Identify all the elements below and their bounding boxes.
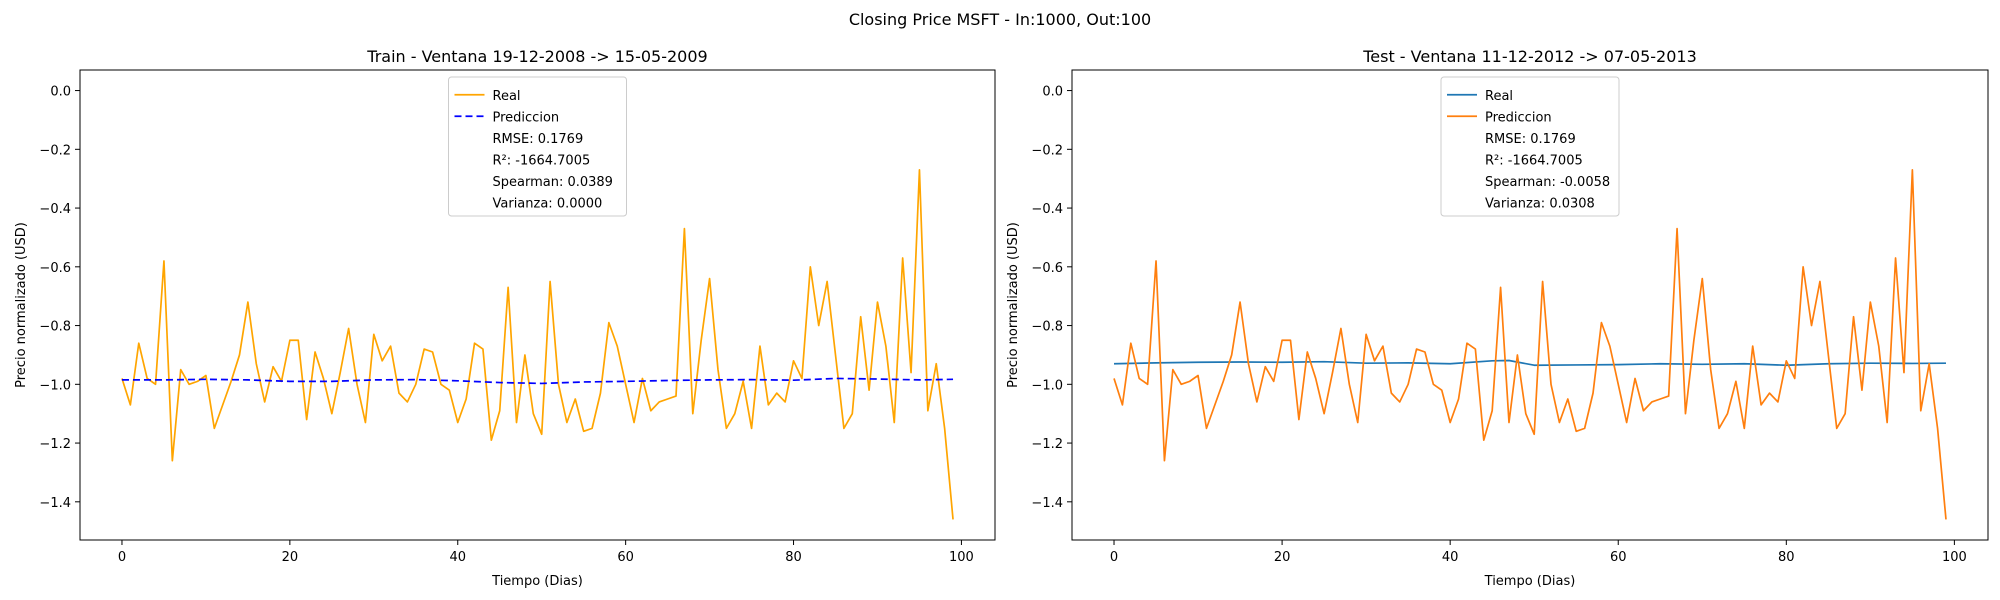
legend-label-2: Prediccion xyxy=(493,110,560,125)
legend-metric-3: Spearman: -0.0058 xyxy=(1485,175,1610,190)
legend: Real Prediccion RMSE: 0.1769 R²: -1664.7005… xyxy=(1440,76,1620,217)
y-tick-label: −0.8 xyxy=(1031,320,1063,335)
y-tick-label: −1.0 xyxy=(1031,378,1063,393)
x-tick-label: 0 xyxy=(1110,550,1118,565)
y-tick-label: −1.2 xyxy=(39,437,71,452)
y-tick-label: −0.4 xyxy=(1031,202,1063,217)
x-tick-label: 100 xyxy=(949,550,974,565)
legend-metric-3: Spearman: 0.0389 xyxy=(493,175,613,190)
legend-metric-4: Varianza: 0.0308 xyxy=(1485,196,1595,211)
figure-suptitle: Closing Price MSFT - In:1000, Out:100 xyxy=(849,10,1151,29)
y-tick-label: 0.0 xyxy=(1042,85,1063,100)
legend-metric-1: RMSE: 0.1769 xyxy=(493,132,584,147)
x-tick-label: 60 xyxy=(1610,550,1627,565)
y-axis-label: Precio normalizado (USD) xyxy=(14,222,29,388)
series-line-2 xyxy=(1113,169,1947,520)
legend-box xyxy=(448,76,627,217)
x-tick-label: 40 xyxy=(449,550,466,565)
series-line-2 xyxy=(121,377,954,385)
chart-panel-1: Train - Ventana 19-12-2008 -> 15-05-2009… xyxy=(14,47,996,589)
x-tick-label: 60 xyxy=(617,550,634,565)
y-tick-label: −1.4 xyxy=(1031,496,1063,511)
legend-label-1: Real xyxy=(493,89,521,104)
y-tick-label: −0.6 xyxy=(39,261,71,276)
y-tick-label: −0.2 xyxy=(1031,143,1063,158)
legend-metric-4: Varianza: 0.0000 xyxy=(493,196,603,211)
y-tick-label: 0.0 xyxy=(50,85,71,100)
x-tick-label: 20 xyxy=(282,550,299,565)
series-group xyxy=(1113,169,1947,520)
legend-metric-2: R²: -1664.7005 xyxy=(1485,153,1583,168)
plot-frame xyxy=(1071,69,1989,541)
y-tick-label: −0.6 xyxy=(1031,261,1063,276)
series-group xyxy=(121,169,954,520)
y-axis-label: Precio normalizado (USD) xyxy=(1006,222,1021,388)
y-tick-label: −0.8 xyxy=(39,320,71,335)
x-tick-label: 40 xyxy=(1442,550,1459,565)
legend-box xyxy=(1440,76,1620,217)
chart-title: Test - Ventana 11-12-2012 -> 07-05-2013 xyxy=(1362,47,1697,66)
x-tick-label: 80 xyxy=(1778,550,1795,565)
chart-panel-2: Test - Ventana 11-12-2012 -> 07-05-2013 0… xyxy=(1006,47,1989,589)
x-tick-label: 80 xyxy=(785,550,802,565)
y-tick-label: −1.4 xyxy=(39,496,71,511)
legend-label-2: Prediccion xyxy=(1485,110,1552,125)
x-axis-label: Tiempo (Dias) xyxy=(1484,574,1576,589)
chart-panels: Train - Ventana 19-12-2008 -> 15-05-2009… xyxy=(14,47,1989,589)
chart-title: Train - Ventana 19-12-2008 -> 15-05-2009 xyxy=(366,47,707,66)
x-axis-label: Tiempo (Dias) xyxy=(491,574,583,589)
x-tick-label: 0 xyxy=(118,550,126,565)
series-line-1 xyxy=(1114,359,1946,367)
legend: Real Prediccion RMSE: 0.1769 R²: -1664.7005… xyxy=(448,76,627,217)
x-tick-label: 20 xyxy=(1274,550,1291,565)
y-tick-label: −0.4 xyxy=(39,202,71,217)
legend-label-1: Real xyxy=(1485,89,1513,104)
legend-metric-1: RMSE: 0.1769 xyxy=(1485,132,1576,147)
y-tick-label: −1.2 xyxy=(1031,437,1063,452)
x-tick-label: 100 xyxy=(1942,550,1967,565)
series-line-1 xyxy=(121,169,954,520)
plot-frame xyxy=(79,69,996,541)
legend-metric-2: R²: -1664.7005 xyxy=(493,153,591,168)
y-tick-label: −1.0 xyxy=(39,378,71,393)
y-tick-label: −0.2 xyxy=(39,143,71,158)
